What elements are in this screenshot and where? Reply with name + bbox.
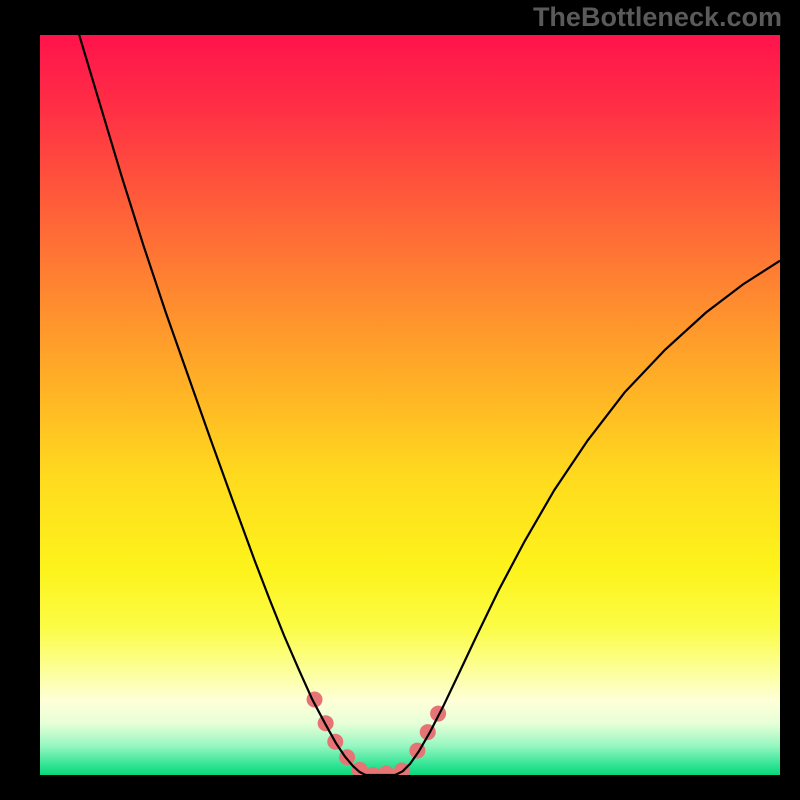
curve-marker (378, 766, 394, 775)
curve-marker (430, 706, 446, 722)
watermark-label: TheBottleneck.com (533, 2, 782, 33)
curve-layer (40, 35, 780, 775)
curve-marker (394, 763, 410, 775)
pink-markers (307, 692, 447, 775)
v-curve (79, 35, 780, 775)
chart-container: TheBottleneck.com (0, 0, 800, 800)
plot-area (40, 35, 780, 775)
